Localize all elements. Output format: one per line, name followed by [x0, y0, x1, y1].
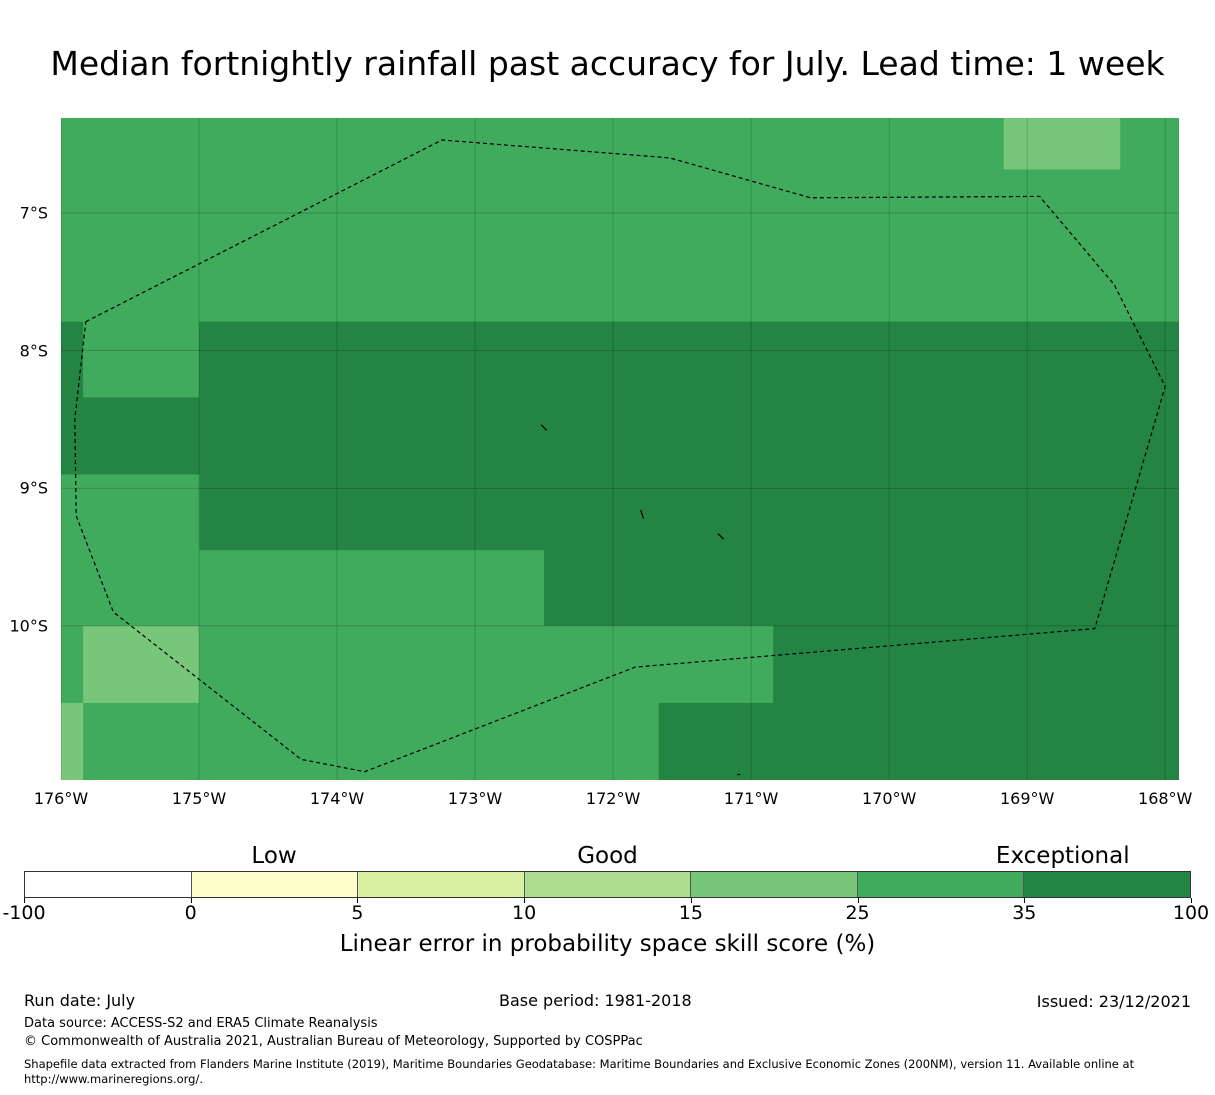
skill-cell — [61, 474, 200, 627]
data-source: Data source: ACCESS-S2 and ERA5 Climate … — [24, 1016, 378, 1031]
colorbar-segment — [358, 872, 525, 897]
colorbar-tick-label: 25 — [845, 902, 870, 924]
skill-cell — [658, 702, 1179, 780]
island-outline — [540, 424, 548, 431]
colorbar-tick-mark — [1024, 898, 1026, 903]
colorbar-tick-mark — [1191, 898, 1192, 903]
colorbar-tick-label: 0 — [184, 902, 197, 924]
longitude-tick-label: 170°W — [861, 789, 917, 808]
colorbar-segment — [25, 872, 192, 897]
colorbar-segment — [691, 872, 858, 897]
longitude-tick-label: 173°W — [447, 789, 503, 808]
skill-cell — [83, 321, 200, 398]
longitude-tick-label: 171°W — [723, 789, 779, 808]
latitude-tick-label: 9°S — [19, 478, 48, 498]
issued-date: Issued: 23/12/2021 — [1036, 992, 1191, 1011]
island-outline — [717, 533, 724, 540]
island-outline — [640, 510, 645, 519]
colorbar — [24, 871, 1191, 898]
colorbar-label: Linear error in probability space skill … — [339, 931, 876, 957]
colorbar-tick-mark — [690, 898, 692, 903]
skill-cell — [773, 625, 1179, 704]
latitude-tick-label: 8°S — [19, 341, 48, 361]
colorbar-tick-label: 35 — [1012, 902, 1037, 924]
colorbar-tick-label: -100 — [2, 902, 46, 924]
eez-boundary — [74, 139, 1166, 773]
longitude-tick-label: 172°W — [585, 789, 641, 808]
latitude-tick-label: 7°S — [19, 203, 48, 223]
base-period: Base period: 1981-2018 — [499, 991, 692, 1010]
skill-cell — [61, 118, 1179, 323]
colorbar-tick-label: 15 — [678, 902, 703, 924]
colorbar-tick-mark — [357, 898, 359, 903]
longitude-tick-label: 175°W — [171, 789, 227, 808]
colorbar-tick-label: 10 — [512, 902, 537, 924]
skill-category-label: Exceptional — [995, 843, 1130, 869]
longitude-tick-label: 169°W — [999, 789, 1055, 808]
skill-category-label: Good — [577, 843, 638, 869]
skill-map — [61, 118, 1179, 780]
skill-cell — [83, 702, 660, 780]
colorbar-tick-mark — [190, 898, 192, 903]
shapefile-credit-line1: Shapefile data extracted from Flanders M… — [24, 1057, 1135, 1071]
colorbar-tick-mark — [857, 898, 859, 903]
colorbar-tick-label: 5 — [351, 902, 364, 924]
skill-cell — [83, 625, 200, 704]
skill-cell — [199, 321, 1179, 551]
colorbar-tick-label: 100 — [1172, 902, 1210, 924]
skill-cell — [61, 702, 84, 780]
latitude-tick-label: 10°S — [9, 616, 48, 636]
skill-cell — [61, 321, 84, 475]
colorbar-tick-mark — [524, 898, 526, 903]
colorbar-segment — [1024, 872, 1191, 897]
longitude-tick-label: 168°W — [1138, 789, 1193, 808]
map-title: Median fortnightly rainfall past accurac… — [50, 44, 1165, 83]
copyright: © Commonwealth of Australia 2021, Austra… — [24, 1034, 643, 1049]
skill-cell — [199, 625, 774, 704]
colorbar-tick-mark — [24, 898, 25, 903]
skill-cell — [61, 625, 84, 704]
skill-cell — [83, 397, 200, 475]
skill-category-label: Low — [251, 843, 297, 869]
skill-cell — [199, 550, 545, 627]
colorbar-segment — [191, 872, 359, 897]
colorbar-segment — [857, 872, 1025, 897]
longitude-tick-label: 176°W — [33, 789, 89, 808]
skill-cell — [544, 550, 1179, 627]
longitude-tick-label: 174°W — [309, 789, 365, 808]
run-date: Run date: July — [24, 991, 136, 1010]
skill-cell — [1003, 118, 1121, 170]
shapefile-credit-line2: http://www.marineregions.org/. — [24, 1072, 203, 1086]
colorbar-segment — [524, 872, 692, 897]
skill-map-svg — [61, 118, 1179, 780]
